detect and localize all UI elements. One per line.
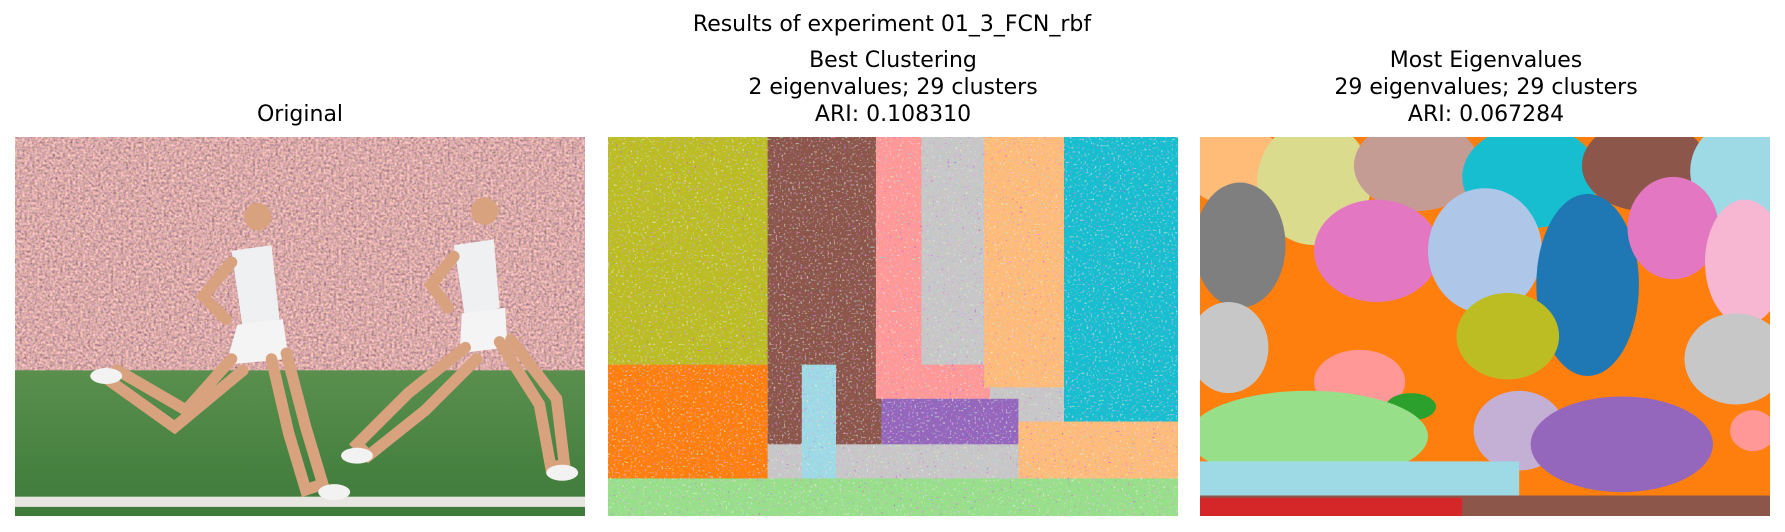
cluster-region [1730, 410, 1770, 452]
runner-clothing [453, 239, 500, 320]
cluster-region [1627, 176, 1719, 280]
cluster-region [1200, 497, 1463, 516]
runner-clothing [225, 319, 289, 365]
panel-title: 2 eigenvalues; 29 clusters [748, 75, 1037, 100]
image-panel [15, 137, 585, 516]
cluster-region [1200, 390, 1428, 482]
figure-title: Results of experiment 01_3_FCN_rbf [693, 12, 1092, 37]
panel-title: ARI: 0.108310 [815, 102, 971, 127]
cluster-region [1314, 199, 1440, 303]
runner-shoe [341, 447, 373, 464]
cluster-region [1536, 193, 1639, 377]
panel-title: ARI: 0.067284 [1408, 102, 1564, 127]
panel-title: Most Eigenvalues [1390, 48, 1583, 73]
panel-title: 29 eigenvalues; 29 clusters [1334, 75, 1637, 100]
image-panel [1200, 137, 1770, 516]
cluster-region [1684, 313, 1770, 405]
runner-head [471, 197, 499, 225]
cluster-region [1353, 137, 1480, 211]
cluster-noise [608, 137, 1178, 516]
runner-limb [265, 347, 330, 498]
runner-clothing [231, 245, 280, 331]
runner-shoe [318, 484, 351, 501]
runner-shoe [90, 368, 123, 384]
cluster-region [1428, 188, 1542, 314]
cluster-region [1200, 302, 1269, 394]
track-line [15, 496, 585, 507]
runner-shoe [546, 464, 579, 481]
cluster-region [1705, 199, 1770, 325]
cluster-region [1530, 396, 1713, 493]
runner-limb [195, 256, 238, 325]
cluster-region [1200, 182, 1286, 308]
image-panel [608, 137, 1178, 516]
cluster-region [1456, 292, 1560, 380]
runner-limb [423, 250, 460, 314]
cluster-region [1200, 461, 1520, 496]
panel-title: Original [257, 102, 343, 127]
runner-head [244, 203, 272, 231]
panel-title: Best Clustering [809, 48, 977, 73]
